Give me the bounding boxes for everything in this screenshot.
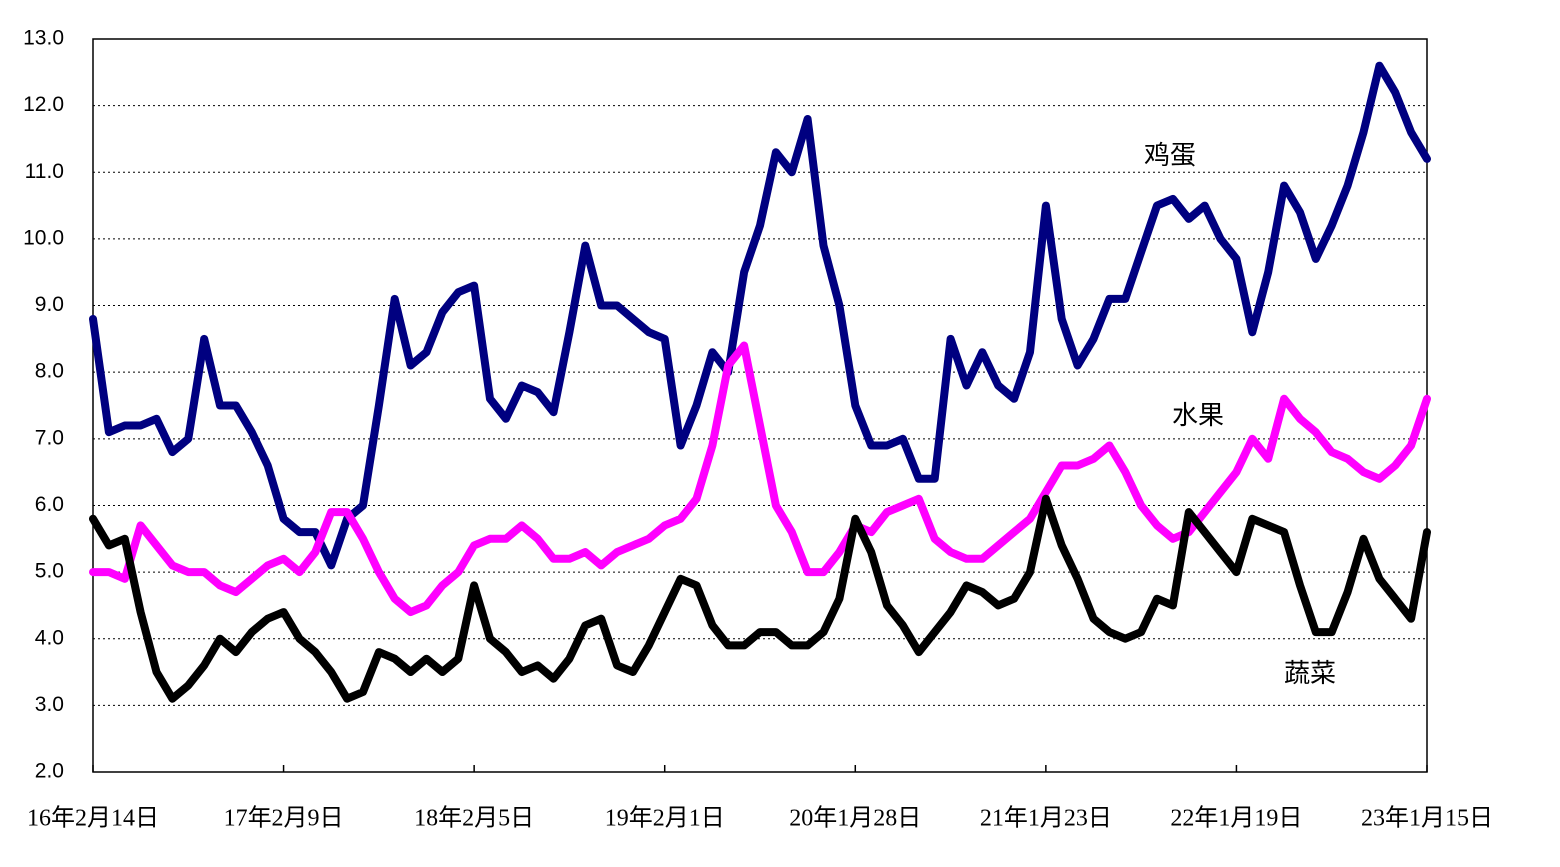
series-line	[89, 494, 1431, 703]
series-line	[89, 61, 1431, 570]
x-tick-label: 21年1月23日	[980, 805, 1112, 832]
y-tick-label: 8.0	[35, 360, 64, 383]
y-tick-label: 5.0	[35, 560, 64, 583]
y-tick-label: 4.0	[35, 626, 64, 649]
y-tick-label: 9.0	[35, 293, 64, 316]
x-tick-label: 19年2月1日	[605, 805, 725, 832]
y-tick-label: 7.0	[35, 426, 64, 449]
series-annotation: 鸡蛋	[1144, 141, 1196, 170]
y-tick-label: 11.0	[25, 160, 64, 183]
x-tick-label: 17年2月9日	[224, 805, 344, 832]
x-tick-label: 20年1月28日	[789, 805, 921, 832]
x-tick-label: 22年1月19日	[1170, 805, 1302, 832]
y-tick-label: 6.0	[35, 493, 64, 516]
x-tick-label: 23年1月15日	[1361, 805, 1493, 832]
series-annotation: 水果	[1172, 401, 1224, 430]
y-tick-label: 13.0	[23, 27, 64, 50]
series-annotation: 蔬菜	[1284, 659, 1336, 688]
x-tick-label: 16年2月14日	[27, 805, 159, 832]
x-tick-label: 18年2月5日	[414, 805, 534, 832]
y-tick-label: 2.0	[35, 760, 64, 783]
y-tick-label: 12.0	[23, 93, 64, 116]
y-tick-label: 3.0	[35, 693, 64, 716]
series-line	[89, 341, 1431, 617]
y-tick-label: 10.0	[23, 226, 64, 249]
